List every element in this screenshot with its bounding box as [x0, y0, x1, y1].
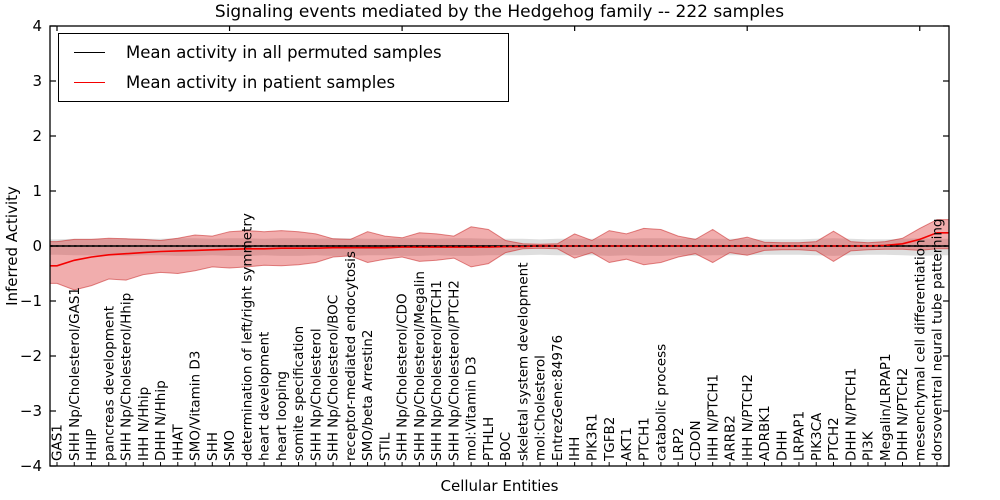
x-category-label: dorsoventral neural tube patterning — [930, 219, 946, 461]
y-tick-label: 1 — [32, 182, 42, 200]
y-tick-label: 2 — [32, 127, 42, 145]
x-category-label: SHH Np/Cholesterol/GAS1 — [67, 287, 83, 461]
x-category-label: somite specification — [291, 326, 307, 461]
x-category-label: SHH Np/Cholesterol/Megalin — [412, 271, 428, 461]
x-category-label: SHH Np/Cholesterol — [308, 328, 324, 461]
x-category-label: skeletal system development — [515, 263, 531, 462]
x-category-label: SHH Np/Cholesterol/PTCH2 — [446, 280, 462, 461]
x-category-label: DHH N/Hhip — [153, 380, 169, 461]
x-category-label: catabolic process — [653, 344, 669, 461]
x-category-label: DHH N/PTCH2 — [895, 368, 911, 461]
x-category-label: PIK3R1 — [584, 413, 600, 461]
x-category-label: PTCH1 — [636, 417, 652, 461]
x-category-label: IHH — [567, 437, 583, 461]
y-tick-label: 3 — [32, 72, 42, 90]
x-category-label: PTHLH — [481, 417, 497, 461]
x-category-label: mesenchymal cell differentiation — [912, 239, 928, 461]
legend-item-permuted: Mean activity in all permuted samples — [59, 37, 508, 67]
x-category-label: mol:Vitamin D3 — [464, 356, 480, 461]
x-category-label: DHH N/PTCH1 — [843, 368, 859, 461]
x-category-label: SHH Np/Cholesterol/CDO — [395, 293, 411, 461]
x-category-label: HHAT — [170, 424, 186, 461]
y-tick-label: −4 — [20, 457, 42, 475]
y-tick-label: 4 — [32, 17, 42, 35]
x-category-label: DHH — [774, 430, 790, 461]
x-category-label: BOC — [498, 432, 514, 461]
y-tick-label: −2 — [20, 347, 42, 365]
x-axis-label: Cellular Entities — [440, 477, 559, 495]
x-category-label: TGFB2 — [602, 417, 618, 462]
x-category-label: PIK3CA — [809, 412, 825, 461]
legend-item-patient: Mean activity in patient samples — [59, 67, 508, 97]
y-tick-label: 0 — [32, 237, 42, 255]
x-category-label: determination of left/right symmetry — [239, 213, 255, 461]
x-category-label: STIL — [377, 432, 393, 461]
x-category-label: PTCH2 — [826, 417, 842, 461]
x-category-label: IHH N/PTCH1 — [705, 374, 721, 461]
y-tick-label: −1 — [20, 292, 42, 310]
x-category-label: CDON — [688, 420, 704, 461]
x-category-label: mol:Cholesterol — [533, 355, 549, 461]
x-category-label: heart looping — [274, 371, 290, 461]
x-category-label: LRP2 — [671, 427, 687, 461]
x-category-label: SHH Np/Cholesterol/BOC — [326, 295, 342, 461]
x-category-label: SMO/beta Arrestin2 — [360, 330, 376, 461]
x-category-label: SHH — [205, 432, 221, 461]
x-category-label: SMO — [222, 430, 238, 461]
x-category-label: PI3K — [861, 430, 877, 461]
x-category-label: pancreas development — [101, 306, 117, 461]
patient-mean-line-swatch — [74, 81, 105, 83]
x-category-label: AKT1 — [619, 427, 635, 461]
x-category-label: SHH Np/Cholesterol/Hhip — [119, 293, 135, 461]
x-category-label: IHH N/PTCH2 — [740, 374, 756, 461]
x-category-label: EntrezGene:84976 — [550, 335, 566, 461]
legend-label-permuted: Mean activity in all permuted samples — [126, 42, 442, 62]
x-category-label: receptor-mediated endocytosis — [343, 251, 359, 461]
x-category-label: IHH N/Hhip — [136, 387, 152, 461]
y-axis-label: Inferred Activity — [3, 186, 21, 306]
x-category-label: heart development — [257, 332, 273, 461]
chart-title: Signaling events mediated by the Hedgeho… — [214, 2, 785, 22]
x-category-label: SMO/Vitamin D3 — [188, 351, 204, 461]
permuted-mean-line-swatch — [74, 51, 105, 53]
x-category-label: Megalin/LRPAP1 — [878, 353, 894, 461]
legend-label-patient: Mean activity in patient samples — [126, 72, 396, 92]
y-tick-label: −3 — [20, 402, 42, 420]
x-category-label: LRPAP1 — [792, 411, 808, 461]
x-category-label: SHH Np/Cholesterol/PTCH1 — [429, 280, 445, 461]
x-category-label: HHIP — [84, 429, 100, 461]
x-category-label: ARRB2 — [722, 415, 738, 461]
x-category-label: GAS1 — [50, 424, 66, 461]
legend: Mean activity in all permuted samples Me… — [58, 33, 509, 102]
x-category-label: ADRBK1 — [757, 405, 773, 461]
